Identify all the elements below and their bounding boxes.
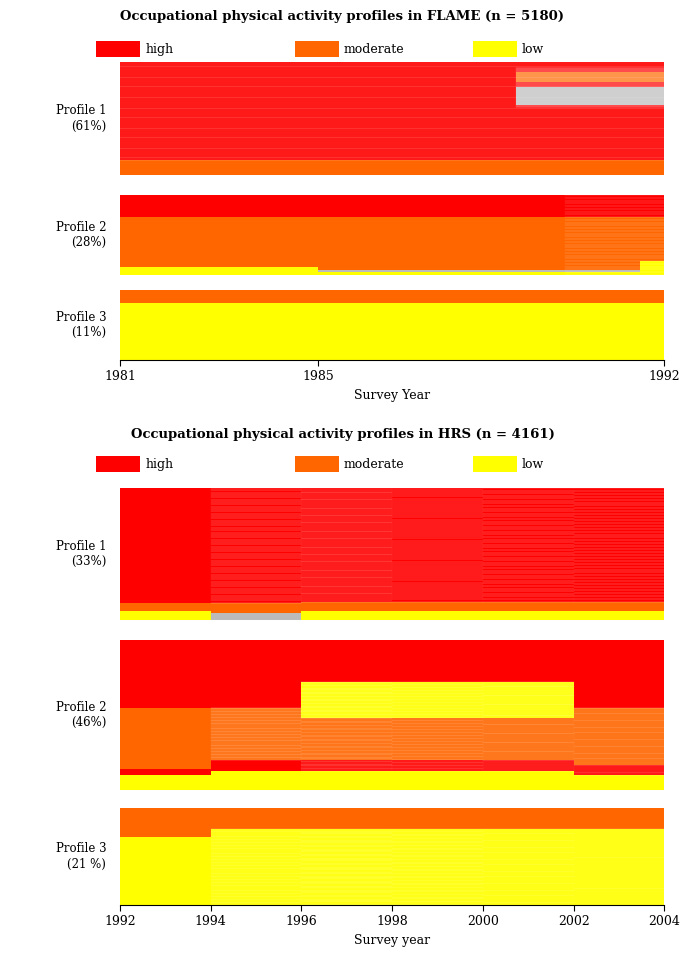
Text: Profile 1
(61%): Profile 1 (61%) xyxy=(55,104,106,133)
Text: Profile 3
(11%): Profile 3 (11%) xyxy=(55,311,106,339)
Text: moderate: moderate xyxy=(344,43,405,56)
Text: low: low xyxy=(522,43,544,56)
Text: Profile 2
(46%): Profile 2 (46%) xyxy=(55,701,106,729)
Text: Profile 1
(33%): Profile 1 (33%) xyxy=(55,540,106,568)
Text: moderate: moderate xyxy=(344,458,405,470)
Text: Profile 2
(28%): Profile 2 (28%) xyxy=(55,221,106,249)
Text: Profile 3
(21 %): Profile 3 (21 %) xyxy=(55,842,106,871)
Text: Occupational physical activity profiles in HRS (n = 4161): Occupational physical activity profiles … xyxy=(131,428,554,441)
Text: low: low xyxy=(522,458,544,470)
Text: high: high xyxy=(145,458,173,470)
Text: high: high xyxy=(145,43,173,56)
X-axis label: Survey Year: Survey Year xyxy=(354,389,430,402)
Text: Occupational physical activity profiles in FLAME (n = 5180): Occupational physical activity profiles … xyxy=(121,10,564,23)
X-axis label: Survey year: Survey year xyxy=(354,934,430,947)
